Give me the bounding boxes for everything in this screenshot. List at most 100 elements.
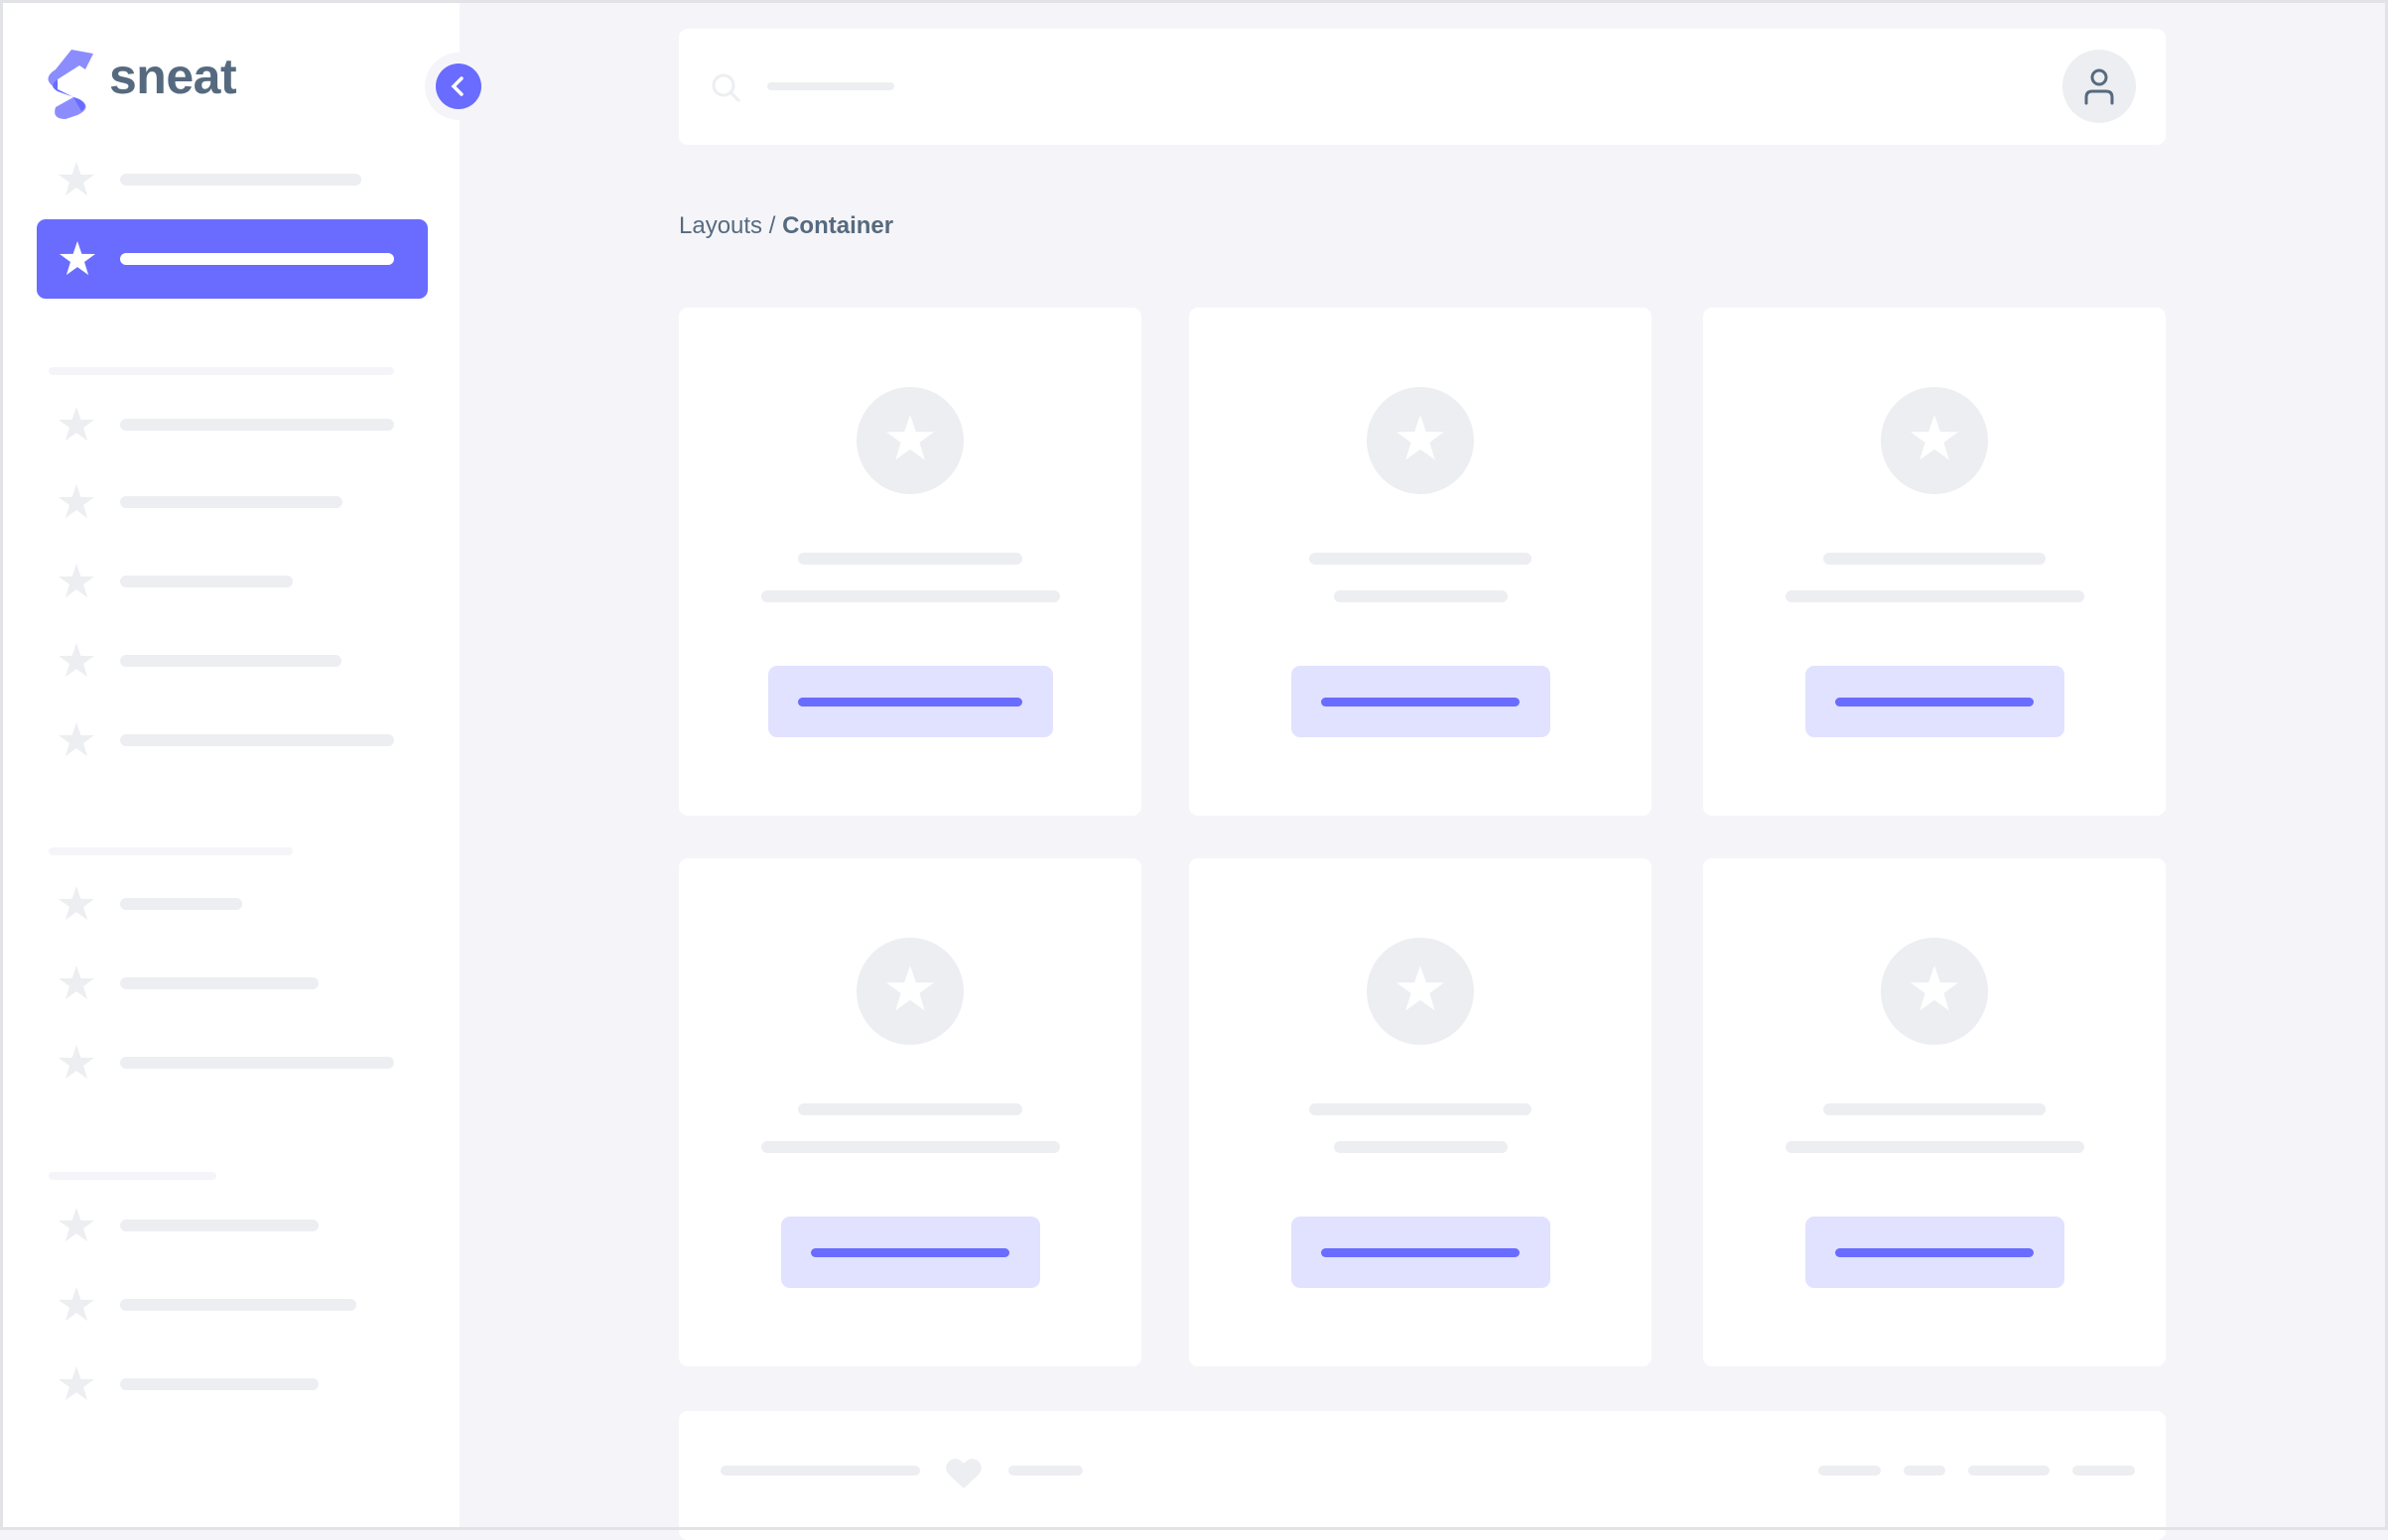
card-title — [1309, 1103, 1531, 1115]
star-icon — [59, 241, 96, 282]
card-title — [798, 553, 1022, 565]
star-icon — [1394, 414, 1446, 467]
sidebar-item[interactable] — [37, 1354, 428, 1414]
star-icon — [58, 722, 95, 763]
sidebar-item-label — [120, 174, 361, 186]
heart-icon — [945, 1457, 983, 1495]
sidebar-item[interactable] — [37, 954, 428, 1013]
sidebar-item[interactable] — [37, 1196, 428, 1255]
card-title — [1309, 553, 1531, 565]
star-icon — [1909, 964, 1960, 1018]
sidebar: sneat — [0, 0, 492, 1530]
card-subtitle — [760, 1141, 1060, 1153]
sidebar-item-label — [120, 419, 394, 431]
card — [679, 308, 1141, 816]
star-icon — [58, 407, 95, 448]
sidebar-item[interactable] — [37, 631, 428, 691]
star-icon — [58, 886, 95, 927]
sidebar-section-header — [49, 367, 394, 375]
card — [1703, 308, 2166, 816]
card — [1703, 858, 2166, 1366]
footer-link[interactable] — [2072, 1466, 2135, 1476]
logo-text: sneat — [109, 49, 237, 104]
card — [1189, 858, 1652, 1366]
footer-link[interactable] — [1904, 1466, 1945, 1476]
sidebar-item[interactable] — [37, 552, 428, 611]
navbar — [679, 29, 2166, 145]
sidebar-item[interactable] — [37, 472, 428, 532]
card-avatar — [1881, 387, 1988, 494]
sidebar-item[interactable] — [37, 150, 428, 209]
card-subtitle — [1333, 1141, 1508, 1153]
collapse-sidebar-button[interactable] — [436, 64, 481, 109]
star-icon — [58, 162, 95, 202]
sidebar-item-label — [120, 576, 293, 587]
sidebar-item[interactable] — [37, 1275, 428, 1335]
breadcrumb-parent[interactable]: Layouts — [679, 212, 763, 239]
sidebar-item[interactable] — [37, 710, 428, 770]
footer-link[interactable] — [1818, 1466, 1881, 1476]
breadcrumb-separator: / — [762, 212, 783, 239]
card-title — [798, 1103, 1022, 1115]
sidebar-item-label — [120, 734, 394, 746]
user-avatar[interactable] — [2062, 50, 2136, 123]
search-icon[interactable] — [711, 72, 742, 109]
chevron-left-icon — [451, 76, 464, 96]
sidebar-item[interactable] — [37, 1033, 428, 1092]
card-button-label — [1835, 1248, 2034, 1257]
search-input[interactable] — [767, 82, 894, 90]
card-button-label — [798, 698, 1022, 706]
card-subtitle — [1333, 590, 1508, 602]
card-avatar — [857, 938, 964, 1045]
card-avatar — [1367, 387, 1474, 494]
sidebar-section-header — [49, 847, 293, 855]
card-button-label — [1835, 698, 2034, 706]
star-icon — [884, 414, 936, 467]
star-icon — [58, 1208, 95, 1248]
sidebar-item-label — [120, 1378, 319, 1390]
footer-link[interactable] — [1968, 1466, 2050, 1476]
card-avatar — [1881, 938, 1988, 1045]
card-subtitle — [760, 590, 1060, 602]
footer-text — [721, 1466, 920, 1476]
star-icon — [58, 1287, 95, 1328]
card-button[interactable] — [1804, 666, 2064, 737]
card-subtitle — [1785, 1141, 2084, 1153]
star-icon — [1909, 414, 1960, 467]
card-avatar — [857, 387, 964, 494]
sidebar-item-label — [120, 655, 341, 667]
sidebar-item-label — [120, 1219, 319, 1231]
card-button-label — [1321, 698, 1520, 706]
card — [679, 858, 1141, 1366]
star-icon — [1394, 964, 1446, 1018]
card-title — [1823, 553, 2046, 565]
sidebar-section-header — [49, 1172, 216, 1180]
sidebar-item-label — [120, 977, 319, 989]
breadcrumb: Layouts / Container — [679, 212, 893, 240]
sneat-logo-icon — [44, 46, 99, 124]
card-button[interactable] — [767, 666, 1053, 737]
star-icon — [58, 965, 95, 1006]
card-avatar — [1367, 938, 1474, 1045]
breadcrumb-current: Container — [782, 212, 894, 239]
sidebar-item-label — [120, 1057, 394, 1069]
card-button[interactable] — [1804, 1217, 2064, 1288]
sidebar-item[interactable] — [37, 874, 428, 934]
star-icon — [58, 1366, 95, 1407]
star-icon — [58, 564, 95, 604]
sidebar-item[interactable] — [37, 395, 428, 454]
star-icon — [58, 484, 95, 525]
card-subtitle — [1785, 590, 2084, 602]
star-icon — [58, 1045, 95, 1086]
sidebar-item-label — [120, 253, 394, 265]
star-icon — [884, 964, 936, 1018]
card-button[interactable] — [1290, 666, 1550, 737]
footer — [679, 1411, 2166, 1540]
card-button-label — [1321, 1248, 1520, 1257]
sidebar-item-active[interactable] — [37, 219, 428, 299]
card-button[interactable] — [780, 1217, 1040, 1288]
sidebar-item-label — [120, 898, 242, 910]
card-button[interactable] — [1290, 1217, 1550, 1288]
footer-link[interactable] — [1008, 1466, 1083, 1476]
user-icon — [2084, 68, 2114, 105]
